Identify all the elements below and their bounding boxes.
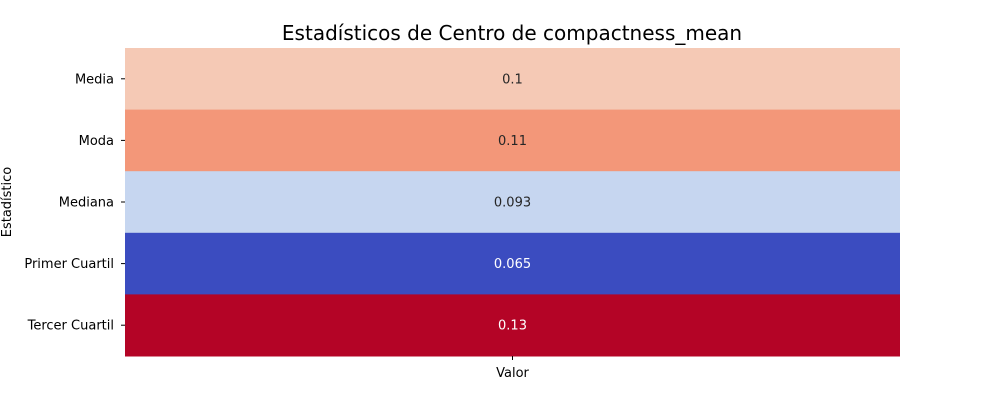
heatmap-cell bbox=[125, 294, 900, 357]
x-tick-label: Valor bbox=[496, 366, 529, 381]
cell-value-label: 0.1 bbox=[502, 72, 523, 87]
y-tick-label: Tercer Cuartil bbox=[27, 319, 114, 334]
heatmap-cell bbox=[125, 109, 900, 172]
x-tick-labels: Valor bbox=[496, 356, 530, 381]
y-tick-label: Primer Cuartil bbox=[24, 257, 114, 272]
y-axis-label: Estadístico bbox=[0, 167, 15, 238]
cell-value-label: 0.065 bbox=[494, 257, 531, 272]
heatmap-cell bbox=[125, 48, 900, 111]
chart-title: Estadísticos de Centro de compactness_me… bbox=[282, 21, 742, 45]
cell-value-label: 0.11 bbox=[498, 134, 527, 149]
heatmap-cell bbox=[125, 171, 900, 234]
y-tick-labels: Media Moda Mediana Primer Cuartil Tercer Cua… bbox=[24, 72, 125, 334]
cell-value-label: 0.13 bbox=[498, 319, 527, 334]
y-tick-label: Media bbox=[75, 72, 114, 87]
heatmap-cells: 0.1 0.11 0.093 0.065 0.13 bbox=[125, 48, 900, 357]
heatmap-cell bbox=[125, 232, 900, 295]
y-tick-label: Mediana bbox=[59, 196, 114, 211]
y-tick-label: Moda bbox=[79, 134, 114, 149]
cell-value-label: 0.093 bbox=[494, 196, 531, 211]
